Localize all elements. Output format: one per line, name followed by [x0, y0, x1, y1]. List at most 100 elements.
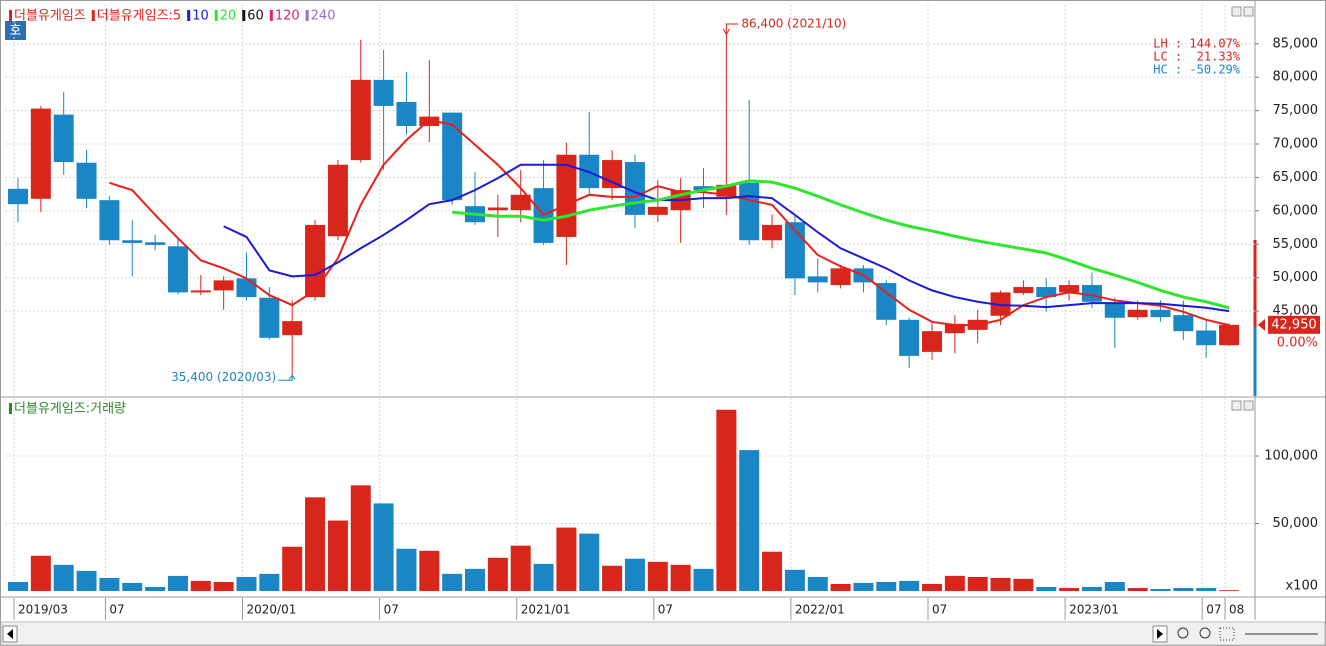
volume-bar	[487, 557, 508, 591]
volume-unit: x100	[1285, 579, 1318, 594]
volume-bar	[396, 548, 417, 591]
volume-bar	[647, 561, 668, 591]
x-tick-label: 07	[384, 603, 399, 617]
candle-body	[327, 164, 348, 237]
volume-bar	[556, 527, 577, 591]
candle-body	[442, 112, 463, 201]
x-tick-label: 07	[1206, 603, 1221, 617]
candle-body	[1104, 303, 1125, 318]
volume-bar	[1081, 586, 1102, 591]
candle-body	[305, 224, 326, 298]
candle-body	[807, 276, 828, 283]
volume-bar	[876, 581, 897, 591]
window-button[interactable]	[1243, 400, 1254, 411]
candle-body	[739, 182, 760, 241]
candle-body	[830, 268, 851, 286]
fit-button[interactable]	[1219, 627, 1235, 641]
window-button[interactable]	[1243, 6, 1254, 17]
legend-label: 60	[247, 9, 264, 24]
candle-body	[1081, 285, 1102, 302]
low-marker	[278, 374, 296, 381]
y-tick-label: 70,000	[1273, 137, 1319, 152]
legend-swatch	[187, 10, 191, 21]
x-tick-label: 08	[1229, 603, 1244, 617]
legend-label: 더블유게임즈	[14, 9, 86, 24]
candle-body	[1036, 287, 1057, 298]
y-tick-label: 50,000	[1273, 516, 1319, 531]
volume-bar	[510, 545, 531, 591]
last-price-box	[1268, 315, 1320, 334]
candle-body	[419, 116, 440, 126]
legend-label: 20	[220, 9, 237, 24]
volume-bar	[373, 503, 394, 591]
x-tick-label: 2022/01	[795, 603, 845, 617]
volume-bar	[122, 582, 143, 591]
ma-line	[109, 118, 1230, 327]
candle-body	[8, 188, 28, 205]
x-tick-label: 07	[658, 603, 673, 617]
window-button[interactable]	[1231, 6, 1242, 17]
candle-body	[396, 101, 417, 126]
volume-title: 더블유게임즈:거래량	[14, 402, 126, 417]
volume-bar	[145, 586, 166, 591]
arrow-icon	[1157, 629, 1163, 639]
legend-swatch	[242, 10, 246, 21]
volume-bar	[922, 583, 942, 591]
candle-body	[167, 246, 188, 293]
candle-body	[1196, 330, 1217, 346]
x-tick-label: 2020/01	[247, 603, 297, 617]
volume-bar	[167, 575, 188, 591]
high-marker	[722, 23, 739, 36]
candle-body	[899, 319, 920, 356]
volume-bar	[53, 564, 74, 591]
legend-swatch	[214, 10, 218, 21]
high-annotation: 86,400 (2021/10)	[741, 17, 846, 31]
volume-bar	[624, 558, 645, 591]
candle-body	[373, 79, 394, 106]
candle-body	[487, 207, 508, 211]
x-tick-label: 2023/01	[1069, 603, 1119, 617]
volume-bar	[830, 583, 851, 591]
ma-line	[452, 179, 1230, 310]
volume-bar	[739, 450, 760, 591]
volume-bar	[853, 582, 874, 591]
volume-bar	[990, 577, 1011, 591]
x-tick-label: 07	[932, 603, 947, 617]
volume-bar	[533, 563, 554, 591]
candle-body	[876, 283, 897, 320]
candle-body	[1150, 309, 1171, 318]
window-button[interactable]	[1231, 400, 1242, 411]
zoom-in[interactable]	[1199, 627, 1211, 639]
volume-bar	[967, 576, 988, 591]
candle-body	[122, 240, 143, 243]
candle-body	[190, 290, 211, 293]
candle-body	[944, 323, 965, 334]
badge	[5, 21, 26, 40]
volume-bar	[1196, 588, 1217, 591]
candle-body	[602, 160, 623, 189]
zoom-out[interactable]	[1177, 627, 1189, 639]
legend-swatch	[9, 403, 12, 414]
volume-bar	[442, 573, 463, 591]
volume-bar	[1150, 588, 1171, 591]
candle-body	[922, 331, 942, 352]
volume-bar	[327, 520, 348, 591]
volume-bar	[465, 568, 485, 591]
volume-bar	[99, 577, 120, 591]
candle-body	[236, 278, 257, 298]
volume-bar	[944, 575, 965, 591]
x-tick-label: 2021/01	[521, 603, 571, 617]
volume-bar	[762, 551, 783, 591]
candle-body	[30, 108, 51, 199]
volume-bar	[716, 409, 737, 591]
stat-label: LC : 21.33%	[1153, 50, 1240, 64]
candle-body	[1059, 285, 1080, 293]
volume-bar	[1219, 590, 1240, 591]
volume-bar	[899, 580, 920, 591]
legend-label: 더블유게임즈:5	[97, 9, 181, 24]
volume-bar	[693, 568, 714, 591]
candle-body	[1013, 287, 1034, 294]
volume-bar	[419, 550, 440, 591]
